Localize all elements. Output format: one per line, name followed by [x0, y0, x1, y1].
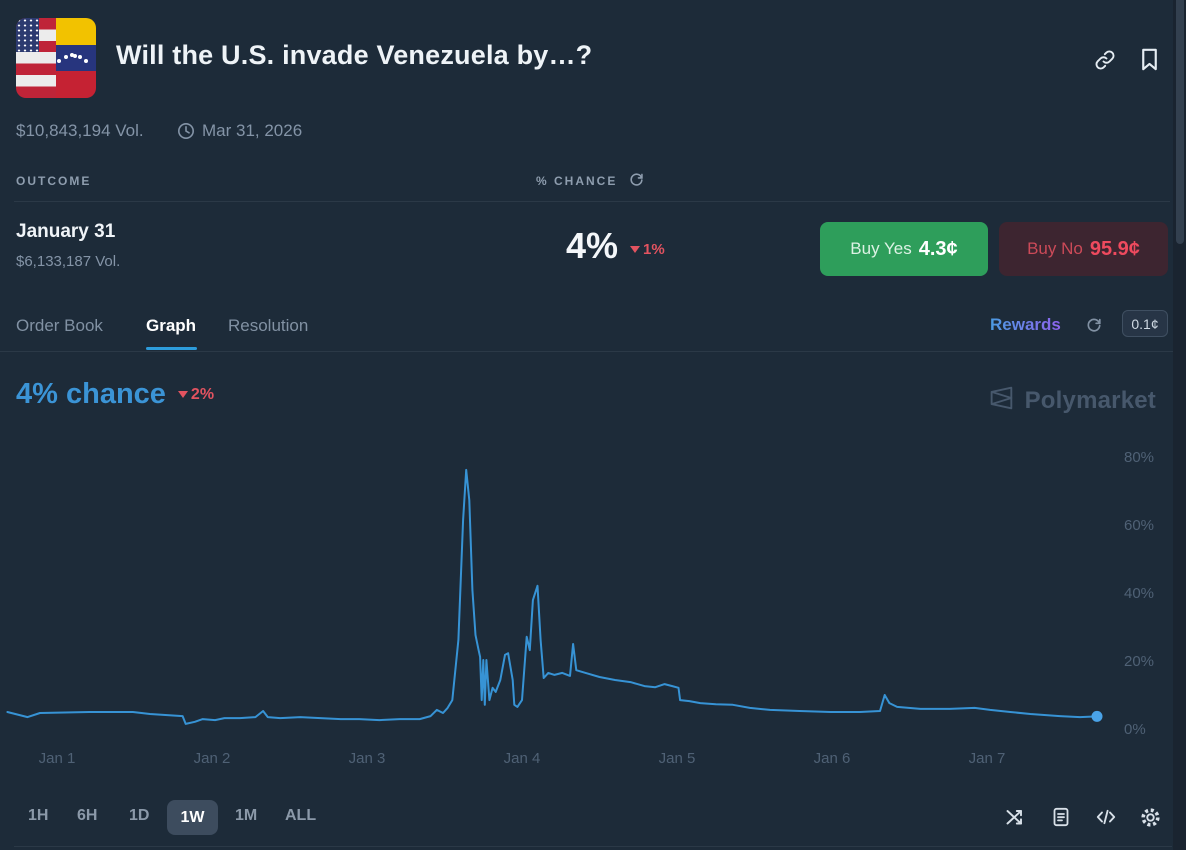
- range-all[interactable]: ALL: [285, 807, 317, 824]
- bookmark-icon[interactable]: [1138, 47, 1161, 77]
- code-icon[interactable]: [1095, 806, 1117, 833]
- divider: [14, 201, 1170, 202]
- range-1h[interactable]: 1H: [28, 807, 49, 824]
- x-tick: Jan 1: [38, 750, 76, 767]
- range-1d[interactable]: 1D: [129, 807, 150, 824]
- x-tick: Jan 6: [813, 750, 851, 767]
- chance-column-header: % CHANCE: [536, 174, 618, 188]
- tab-resolution[interactable]: Resolution: [228, 316, 309, 335]
- y-tick: 0%: [1124, 721, 1146, 738]
- polymarket-logo-text: Polymarket: [1024, 386, 1156, 414]
- market-flag-image: [16, 18, 96, 98]
- divider: [0, 351, 1173, 352]
- outcome-chance: 4%: [565, 225, 618, 266]
- y-tick: 60%: [1124, 517, 1155, 534]
- divider: [14, 846, 1172, 847]
- polymarket-watermark: Polymarket: [986, 383, 1156, 418]
- x-tick: Jan 2: [193, 750, 231, 767]
- price-line: [6, 468, 1098, 725]
- scrollbar-thumb[interactable]: [1176, 0, 1184, 244]
- active-tab-underline: [146, 347, 197, 350]
- current-chance-headline: 4% chance 2%: [16, 378, 215, 410]
- x-tick: Jan 7: [968, 750, 1006, 767]
- y-tick: 20%: [1124, 653, 1155, 670]
- fee-badge[interactable]: 0.1¢: [1122, 310, 1168, 337]
- tab-order-book[interactable]: Order Book: [16, 316, 103, 335]
- polymarket-logo-icon: [986, 383, 1016, 418]
- down-triangle-icon: [630, 246, 640, 253]
- y-tick: 80%: [1124, 449, 1155, 466]
- price-chart[interactable]: [0, 440, 1186, 740]
- buy-yes-button[interactable]: Buy Yes 4.3¢: [820, 222, 988, 276]
- outcome-column-header: OUTCOME: [16, 174, 92, 188]
- range-6h[interactable]: 6H: [77, 807, 98, 824]
- refresh-icon[interactable]: [629, 172, 644, 192]
- outcome-change-down: 1%: [630, 241, 665, 258]
- market-end-date: Mar 31, 2026: [202, 121, 303, 140]
- market-volume: $10,843,194 Vol.: [16, 121, 144, 140]
- venezuela-flag-half: [56, 18, 96, 98]
- price-endpoint-dot: [1091, 710, 1103, 722]
- rewards-link[interactable]: Rewards: [990, 315, 1061, 334]
- tab-graph[interactable]: Graph: [146, 316, 197, 335]
- shuffle-icon[interactable]: [1004, 806, 1026, 833]
- link-icon[interactable]: [1093, 48, 1117, 77]
- page-title: Will the U.S. invade Venezuela by…?: [116, 40, 593, 70]
- refresh-icon[interactable]: [1086, 317, 1102, 338]
- clock-icon: [177, 122, 195, 145]
- outcome-volume: $6,133,187 Vol.: [16, 253, 121, 270]
- x-tick: Jan 4: [503, 750, 541, 767]
- chance-change-down: 2%: [177, 386, 214, 404]
- x-tick: Jan 5: [658, 750, 696, 767]
- range-1m[interactable]: 1M: [235, 807, 258, 824]
- outcome-name: January 31: [16, 221, 116, 242]
- buy-no-button[interactable]: Buy No 95.9¢: [999, 222, 1168, 276]
- y-tick: 40%: [1124, 585, 1155, 602]
- us-flag-half: [16, 18, 56, 98]
- x-tick: Jan 3: [348, 750, 386, 767]
- range-1w-active[interactable]: 1W: [167, 800, 218, 835]
- down-triangle-icon: [177, 391, 188, 398]
- file-text-icon[interactable]: [1050, 806, 1072, 833]
- gear-icon[interactable]: [1139, 806, 1162, 834]
